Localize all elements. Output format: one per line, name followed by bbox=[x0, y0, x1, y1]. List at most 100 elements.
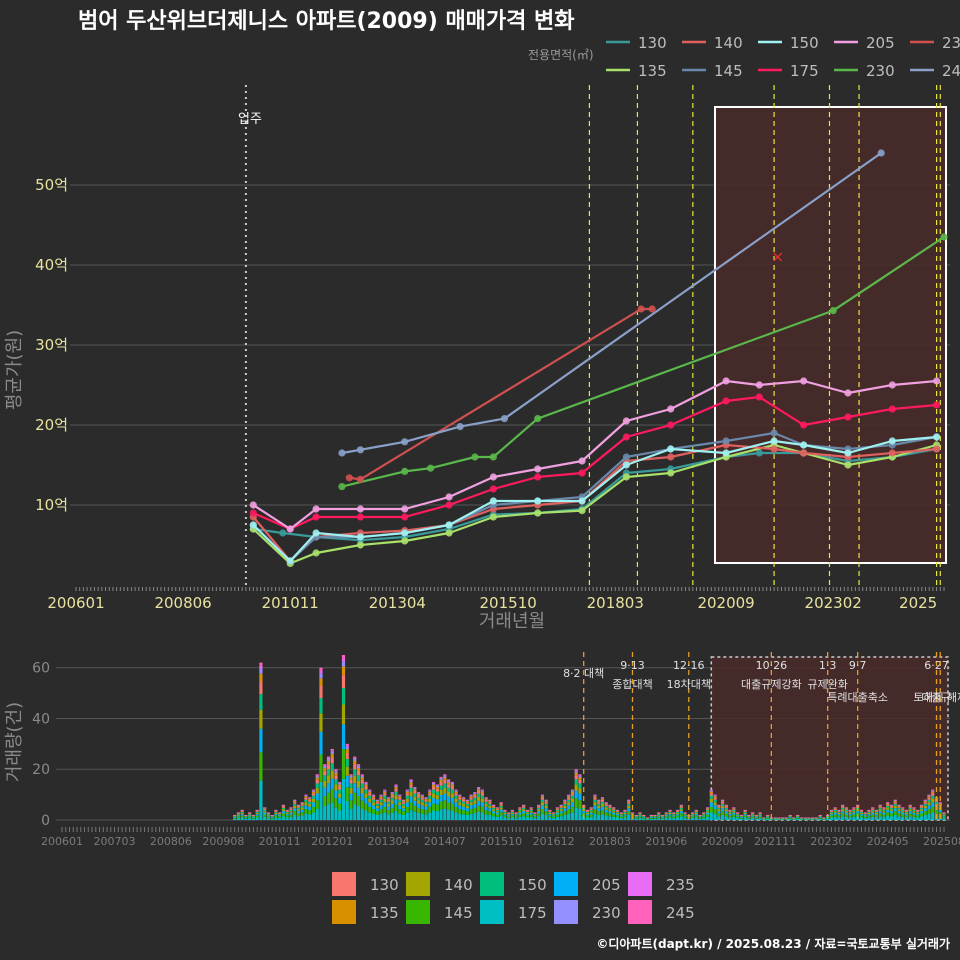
volume-bar-segment bbox=[589, 809, 593, 812]
volume-bar-segment bbox=[514, 814, 518, 816]
volume-bar-segment bbox=[356, 768, 361, 771]
volume-bar-segment bbox=[781, 817, 785, 818]
volume-bar-segment bbox=[544, 802, 548, 804]
volume-bar-segment bbox=[750, 813, 755, 815]
volume-bar-segment bbox=[390, 813, 394, 820]
volume-bar-segment bbox=[345, 745, 349, 747]
volume-bar-segment bbox=[443, 776, 447, 778]
volume-bar-segment bbox=[488, 808, 492, 812]
volume-bar-segment bbox=[446, 780, 451, 782]
volume-bar-segment bbox=[353, 764, 357, 770]
volume-bar-segment bbox=[375, 803, 379, 806]
volume-bar-segment bbox=[724, 813, 728, 817]
volume-bar-segment bbox=[709, 798, 713, 803]
volume-bar-segment bbox=[713, 813, 717, 820]
volume-bar-segment bbox=[544, 799, 548, 801]
volume-bar-segment bbox=[345, 759, 349, 767]
volume-bar-segment bbox=[349, 776, 353, 778]
volume-bar-segment bbox=[244, 816, 248, 818]
volume-bar-segment bbox=[773, 818, 777, 820]
volume-bar-segment bbox=[724, 805, 728, 807]
volume-bar-segment bbox=[461, 814, 466, 820]
volume-bar-segment bbox=[672, 814, 676, 816]
volume-bar-segment bbox=[270, 816, 274, 818]
volume-bar-segment bbox=[484, 810, 488, 815]
volume-bar-segment bbox=[792, 818, 796, 819]
data-point-140 bbox=[933, 445, 941, 453]
volume-bar-segment bbox=[908, 807, 912, 810]
volume-bar-segment bbox=[454, 790, 458, 792]
volume-bar-segment bbox=[713, 795, 717, 796]
volume-bar-segment bbox=[717, 806, 721, 808]
volume-bar-segment bbox=[356, 787, 361, 796]
volume-bar-segment bbox=[645, 818, 650, 819]
volume-bar-segment bbox=[593, 795, 597, 797]
price-x-tick-label: 202302 bbox=[805, 594, 862, 612]
volume-bar-segment bbox=[754, 815, 758, 817]
volume-bar-segment bbox=[285, 814, 289, 816]
volume-bar-segment bbox=[698, 817, 702, 818]
data-point-245 bbox=[356, 446, 365, 454]
volume-bar-segment bbox=[818, 818, 822, 820]
volume-bar-segment bbox=[735, 813, 740, 814]
volume-bar-segment bbox=[360, 793, 364, 801]
volume-bar-segment bbox=[401, 814, 406, 820]
volume-bar-segment bbox=[401, 805, 406, 809]
volume-bar-segment bbox=[807, 818, 811, 819]
volume-bar-segment bbox=[263, 808, 267, 810]
volume-bar-segment bbox=[431, 786, 436, 790]
volume-legend-swatch-135 bbox=[332, 900, 356, 924]
volume-bar-segment bbox=[428, 789, 432, 791]
data-point-150 bbox=[578, 497, 586, 505]
volume-bar-segment bbox=[480, 806, 484, 813]
volume-bar-segment bbox=[533, 813, 537, 814]
volume-legend-swatch-235 bbox=[628, 872, 652, 896]
volume-bar-segment bbox=[477, 796, 481, 801]
volume-bar-segment bbox=[743, 817, 747, 820]
volume-bar-segment bbox=[567, 797, 571, 800]
volume-bar-segment bbox=[371, 796, 376, 798]
policy-label-bottom: 규제완화 bbox=[807, 678, 847, 691]
volume-bar-segment bbox=[492, 806, 496, 808]
volume-bar-segment bbox=[942, 814, 946, 816]
volume-x-tick-label: 200908 bbox=[202, 835, 244, 848]
volume-bar-segment bbox=[330, 778, 334, 790]
price-y-tick-label: 10억 bbox=[35, 496, 68, 514]
volume-bar-segment bbox=[559, 807, 563, 810]
volume-bar-segment bbox=[326, 769, 331, 776]
volume-bar-segment bbox=[672, 816, 676, 819]
data-point-205 bbox=[667, 405, 675, 413]
data-point-235 bbox=[345, 474, 353, 482]
volume-bar-segment bbox=[319, 667, 323, 671]
volume-bar-segment bbox=[897, 805, 901, 807]
volume-bar-segment bbox=[405, 790, 409, 792]
volume-bar-segment bbox=[308, 798, 312, 800]
volume-bar-segment bbox=[394, 784, 398, 786]
volume-bar-segment bbox=[289, 811, 293, 813]
volume-bar-segment bbox=[473, 803, 477, 808]
volume-bar-segment bbox=[465, 801, 469, 803]
volume-bar-segment bbox=[555, 812, 560, 815]
volume-bar-segment bbox=[859, 812, 864, 815]
volume-bar-segment bbox=[589, 816, 593, 820]
volume-bar-segment bbox=[375, 811, 379, 815]
volume-bar-segment bbox=[642, 815, 646, 817]
volume-bar-segment bbox=[533, 814, 537, 816]
volume-bar-segment bbox=[555, 811, 560, 813]
volume-bar-segment bbox=[274, 814, 278, 816]
volume-bar-segment bbox=[330, 750, 334, 752]
volume-bar-segment bbox=[874, 812, 879, 815]
legend-label-140: 140 bbox=[714, 34, 743, 52]
volume-bar-segment bbox=[356, 766, 361, 769]
volume-bar-segment bbox=[319, 713, 323, 732]
volume-bar-segment bbox=[901, 807, 905, 808]
price-y-tick-label: 20억 bbox=[35, 416, 68, 434]
volume-bar-segment bbox=[627, 800, 631, 801]
volume-bar-segment bbox=[664, 813, 668, 815]
volume-bar-segment bbox=[311, 793, 316, 796]
volume-bar-segment bbox=[912, 807, 916, 809]
volume-bar-segment bbox=[897, 804, 901, 806]
volume-bar-segment bbox=[668, 817, 672, 820]
volume-bar-segment bbox=[645, 818, 650, 820]
